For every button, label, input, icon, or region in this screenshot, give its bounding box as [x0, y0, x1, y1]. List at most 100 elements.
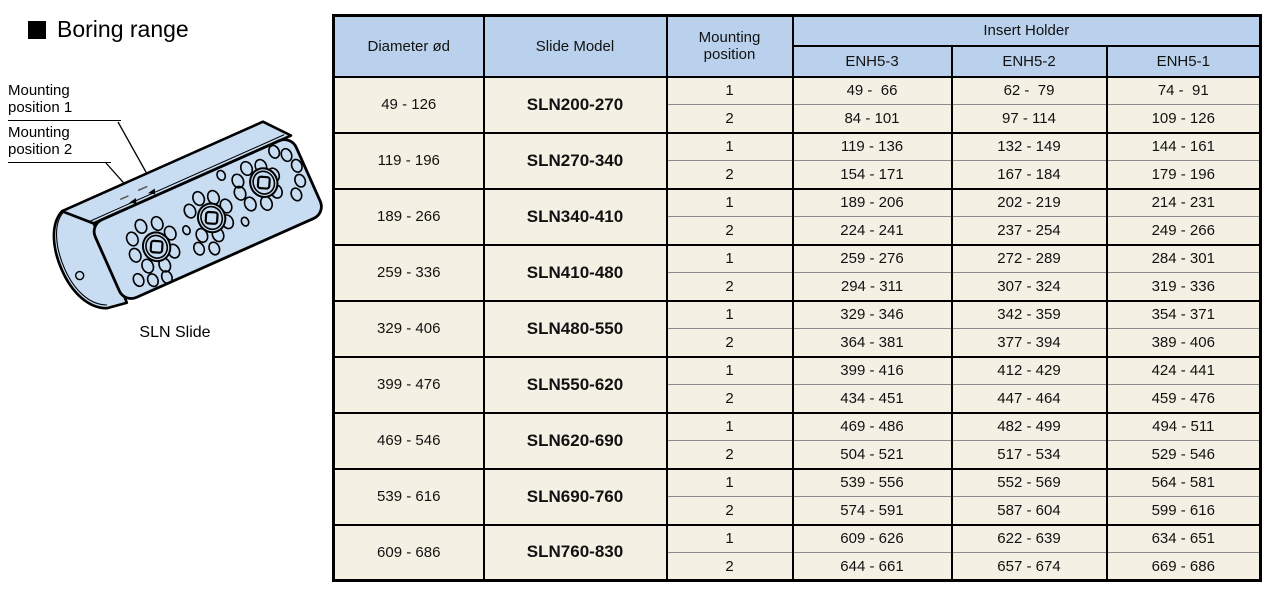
table-row: 259 - 336 SLN410-480 1 259 - 276 272 - 289 28… [332, 244, 1262, 302]
mounting-position-cell: 2 [665, 328, 794, 358]
table-row: 189 - 266 SLN340-410 1 189 - 206 202 - 219 21… [332, 188, 1262, 246]
insert-holder-range-cell-enh5-1: 214 - 231 [1105, 188, 1262, 217]
boring-table-body: 49 - 126 SLN200-270 1 49 - 66 62 - 79 74 - 91… [332, 76, 1262, 582]
insert-holder-range-cell-enh5-1: 494 - 511 [1105, 412, 1262, 441]
insert-holder-range-cell-enh5-1: 634 - 651 [1105, 524, 1262, 553]
insert-holder-range-cell-enh5-3: 504 - 521 [791, 440, 953, 470]
table-row: 49 - 126 SLN200-270 1 49 - 66 62 - 79 74 - 91 [332, 76, 1262, 134]
mounting-position-cell: 1 [665, 524, 794, 553]
header-enh5-3: ENH5-3 [791, 45, 953, 78]
clamp-screws [141, 167, 279, 263]
mounting-position-cell: 2 [665, 104, 794, 134]
mounting-position-1-label: Mounting position 1 [8, 82, 121, 121]
diameter-cell: 259 - 336 [332, 244, 485, 302]
slide-model-cell: SLN690-760 [482, 468, 668, 526]
mounting-position-cell: 1 [665, 300, 794, 329]
insert-holder-range-cell-enh5-1: 424 - 441 [1105, 356, 1262, 385]
insert-holder-range-cell-enh5-3: 364 - 381 [791, 328, 953, 358]
insert-holder-range-cell-enh5-2: 552 - 569 [950, 468, 1108, 497]
diameter-cell: 539 - 616 [332, 468, 485, 526]
insert-holder-range-cell-enh5-3: 469 - 486 [791, 412, 953, 441]
insert-holder-range-cell-enh5-2: 657 - 674 [950, 552, 1108, 582]
insert-holder-range-cell-enh5-3: 224 - 241 [791, 216, 953, 246]
insert-holder-range-cell-enh5-2: 482 - 499 [950, 412, 1108, 441]
insert-holder-range-cell-enh5-2: 97 - 114 [950, 104, 1108, 134]
table-row: 2 504 - 521 517 - 534 529 - 546 [334, 440, 1262, 470]
diameter-cell: 399 - 476 [332, 356, 485, 414]
table-row: 399 - 476 SLN550-620 1 399 - 416 412 - 429 42… [332, 356, 1262, 414]
insert-holder-range-cell-enh5-3: 399 - 416 [791, 356, 953, 385]
table-row: 2 574 - 591 587 - 604 599 - 616 [334, 496, 1262, 526]
table-row: 469 - 546 SLN620-690 1 469 - 486 482 - 499 49… [332, 412, 1262, 470]
table-row: 539 - 616 SLN690-760 1 539 - 556 552 - 569 56… [332, 468, 1262, 526]
boring-range-table: Diameter ød Slide Model Mounting positio… [332, 14, 1263, 582]
insert-holder-range-cell-enh5-3: 189 - 206 [791, 188, 953, 217]
insert-holder-range-cell-enh5-1: 179 - 196 [1105, 160, 1262, 190]
table-row: 2 434 - 451 447 - 464 459 - 476 [334, 384, 1262, 414]
insert-holder-range-cell-enh5-3: 434 - 451 [791, 384, 953, 414]
insert-holder-range-cell-enh5-2: 412 - 429 [950, 356, 1108, 385]
insert-holder-range-cell-enh5-1: 669 - 686 [1105, 552, 1262, 582]
table-row: 609 - 686 SLN760-830 1 609 - 626 622 - 639 63… [332, 524, 1262, 582]
table-row: 2 364 - 381 377 - 394 389 - 406 [334, 328, 1262, 358]
insert-holder-range-cell-enh5-2: 307 - 324 [950, 272, 1108, 302]
table-row: 329 - 406 SLN480-550 1 329 - 346 342 - 359 35… [332, 300, 1262, 358]
sln-slide-illustration [52, 120, 323, 310]
title-square-icon [28, 20, 46, 39]
insert-holder-range-cell-enh5-2: 237 - 254 [950, 216, 1108, 246]
slide-model-cell: SLN270-340 [482, 132, 668, 190]
insert-holder-range-cell-enh5-1: 529 - 546 [1105, 440, 1262, 470]
insert-holder-range-cell-enh5-2: 62 - 79 [950, 76, 1108, 105]
insert-holder-range-cell-enh5-3: 294 - 311 [791, 272, 953, 302]
insert-holder-range-cell-enh5-2: 342 - 359 [950, 300, 1108, 329]
insert-holder-range-cell-enh5-2: 272 - 289 [950, 244, 1108, 273]
insert-holder-range-cell-enh5-2: 622 - 639 [950, 524, 1108, 553]
insert-holder-range-cell-enh5-3: 259 - 276 [791, 244, 953, 273]
mounting-position-cell: 1 [665, 412, 794, 441]
mounting-position-cell: 1 [665, 356, 794, 385]
table-row: 2 644 - 661 657 - 674 669 - 686 [334, 552, 1262, 582]
table-row: 2 84 - 101 97 - 114 109 - 126 [334, 104, 1262, 134]
insert-holder-range-cell-enh5-2: 202 - 219 [950, 188, 1108, 217]
insert-holder-range-cell-enh5-3: 644 - 661 [791, 552, 953, 582]
header-enh5-2: ENH5-2 [950, 45, 1108, 78]
mounting-position-cell: 2 [665, 216, 794, 246]
diameter-cell: 189 - 266 [332, 188, 485, 246]
mounting-position-cell: 2 [665, 496, 794, 526]
slide-model-cell: SLN340-410 [482, 188, 668, 246]
insert-holder-range-cell-enh5-1: 389 - 406 [1105, 328, 1262, 358]
page-title: Boring range [28, 16, 189, 43]
insert-holder-range-cell-enh5-2: 132 - 149 [950, 132, 1108, 161]
diameter-cell: 609 - 686 [332, 524, 485, 582]
diameter-cell: 329 - 406 [332, 300, 485, 358]
mounting-position-2-label: Mounting position 2 [8, 124, 111, 163]
mounting-position-cell: 2 [665, 552, 794, 582]
insert-holder-range-cell-enh5-3: 154 - 171 [791, 160, 953, 190]
insert-holder-range-cell-enh5-3: 329 - 346 [791, 300, 953, 329]
insert-holder-range-cell-enh5-2: 587 - 604 [950, 496, 1108, 526]
header-diameter: Diameter ød [332, 14, 485, 78]
diameter-cell: 49 - 126 [332, 76, 485, 134]
insert-holder-range-cell-enh5-1: 599 - 616 [1105, 496, 1262, 526]
insert-holder-range-cell-enh5-1: 74 - 91 [1105, 76, 1262, 105]
slide-model-cell: SLN760-830 [482, 524, 668, 582]
insert-holder-range-cell-enh5-1: 564 - 581 [1105, 468, 1262, 497]
insert-holder-range-cell-enh5-2: 447 - 464 [950, 384, 1108, 414]
insert-holder-range-cell-enh5-1: 249 - 266 [1105, 216, 1262, 246]
insert-holder-range-cell-enh5-1: 284 - 301 [1105, 244, 1262, 273]
insert-holder-range-cell-enh5-3: 609 - 626 [791, 524, 953, 553]
table-row: 2 224 - 241 237 - 254 249 - 266 [334, 216, 1262, 246]
mounting-position-cell: 1 [665, 76, 794, 105]
slide-model-cell: SLN480-550 [482, 300, 668, 358]
insert-holder-range-cell-enh5-1: 354 - 371 [1105, 300, 1262, 329]
mounting-position-marks [119, 185, 156, 204]
mounting-position-cell: 1 [665, 468, 794, 497]
insert-holder-range-cell-enh5-3: 539 - 556 [791, 468, 953, 497]
header-slide-model: Slide Model [482, 14, 668, 78]
mounting-position-cell: 2 [665, 272, 794, 302]
table-row: 2 294 - 311 307 - 324 319 - 336 [334, 272, 1262, 302]
slide-model-cell: SLN200-270 [482, 76, 668, 134]
diameter-cell: 119 - 196 [332, 132, 485, 190]
insert-holder-range-cell-enh5-1: 459 - 476 [1105, 384, 1262, 414]
insert-holder-range-cell-enh5-2: 377 - 394 [950, 328, 1108, 358]
